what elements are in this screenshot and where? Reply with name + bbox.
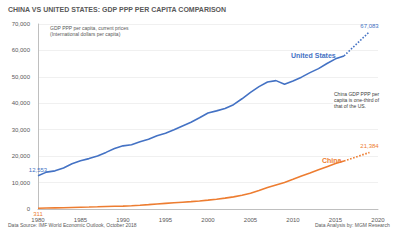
svg-text:China GDP PPP per: China GDP PPP per: [334, 91, 381, 97]
svg-text:12,553: 12,553: [29, 167, 48, 173]
svg-text:Data Source: IMF World Economi: Data Source: IMF World Economic Outlook,…: [8, 221, 137, 228]
svg-text:1995: 1995: [159, 217, 173, 223]
svg-text:2010: 2010: [286, 217, 300, 223]
svg-text:50,000: 50,000: [12, 74, 31, 80]
svg-text:(International dollars per cap: (International dollars per capita): [50, 31, 121, 37]
svg-text:2005: 2005: [244, 217, 258, 223]
svg-text:67,083: 67,083: [360, 23, 379, 29]
svg-text:1980: 1980: [31, 217, 45, 223]
svg-text:1990: 1990: [116, 217, 130, 223]
svg-text:21,384: 21,384: [360, 143, 379, 149]
svg-text:2015: 2015: [329, 217, 343, 223]
svg-text:311: 311: [33, 211, 43, 217]
svg-text:30,000: 30,000: [12, 127, 31, 133]
svg-text:60,000: 60,000: [12, 47, 31, 53]
svg-text:capita is one-third of: capita is one-third of: [334, 97, 381, 103]
svg-text:GDP PPP per capita, current pr: GDP PPP per capita, current prices: [50, 25, 129, 31]
svg-text:2020: 2020: [371, 217, 385, 223]
svg-text:70,000: 70,000: [12, 21, 31, 27]
svg-text:United States: United States: [291, 52, 336, 59]
svg-text:China: China: [322, 157, 342, 164]
svg-text:that of the US.: that of the US.: [334, 103, 366, 109]
svg-text:0: 0: [27, 206, 31, 212]
svg-text:20,000: 20,000: [12, 153, 31, 159]
svg-text:Data Analysis by: MGM Research: Data Analysis by: MGM Research: [315, 221, 390, 228]
svg-text:CHINA VS UNITED STATES: GDP PP: CHINA VS UNITED STATES: GDP PPP PER CAPI…: [8, 6, 226, 13]
svg-text:40,000: 40,000: [12, 100, 31, 106]
svg-text:10,000: 10,000: [12, 180, 31, 186]
svg-text:1985: 1985: [74, 217, 88, 223]
svg-text:2000: 2000: [201, 217, 215, 223]
